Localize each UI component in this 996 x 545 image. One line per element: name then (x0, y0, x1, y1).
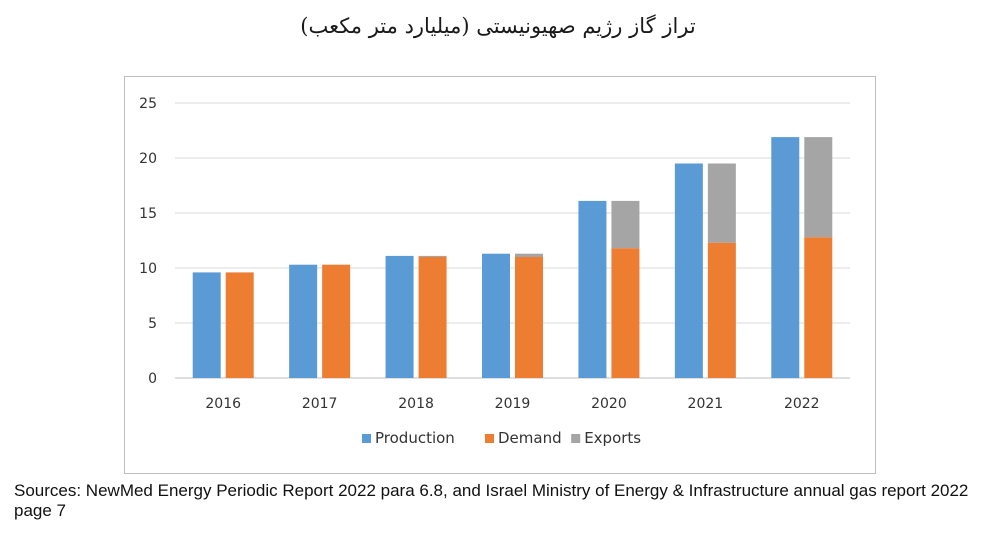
bar-exports-2020 (611, 200, 640, 249)
legend-label-demand: Demand (498, 429, 562, 447)
bar-demand-2022 (804, 237, 833, 378)
y-tick-label: 10 (139, 261, 157, 277)
bar-exports-2022 (804, 137, 833, 238)
x-tick-label: 2018 (398, 396, 434, 412)
bar-exports-2021 (707, 163, 736, 243)
x-tick-label: 2021 (688, 396, 724, 412)
legend-swatch-production (362, 434, 371, 443)
bar-production-2018 (385, 255, 414, 378)
bar-demand-2019 (515, 257, 543, 378)
legend-swatch-exports (571, 434, 581, 443)
legend-swatch-demand (485, 434, 494, 443)
bar-demand-2017 (322, 264, 351, 378)
bar-production-2021 (674, 163, 703, 378)
legend-label-exports: Exports (584, 429, 641, 447)
bar-demand-2021 (707, 242, 736, 378)
x-tick-label: 2017 (302, 396, 338, 412)
bar-demand-2016 (225, 272, 254, 378)
bar-production-2017 (289, 264, 318, 378)
x-tick-label: 2022 (784, 396, 820, 412)
x-tick-label: 2020 (591, 396, 627, 412)
y-tick-label: 20 (139, 151, 157, 167)
bar-production-2020 (578, 200, 607, 378)
bar-exports-2018 (418, 255, 447, 257)
source-note: Sources: NewMed Energy Periodic Report 2… (14, 481, 969, 520)
chart-title: تراز گاز رژیم صهیونیستی (میلیارد متر مکع… (300, 14, 696, 38)
y-tick-label: 15 (139, 206, 157, 222)
y-tick-label: 5 (148, 316, 157, 332)
x-tick-label: 2019 (495, 396, 531, 412)
bar-production-2016 (192, 272, 221, 378)
bar-production-2019 (482, 253, 510, 378)
bar-production-2022 (771, 137, 800, 378)
bar-demand-2018 (418, 257, 447, 378)
y-tick-label: 0 (148, 371, 157, 387)
x-tick-label: 2016 (205, 396, 241, 412)
bar-exports-2019 (515, 253, 543, 257)
legend-label-production: Production (375, 429, 455, 447)
bar-demand-2020 (611, 248, 640, 378)
y-tick-label: 25 (139, 96, 157, 112)
